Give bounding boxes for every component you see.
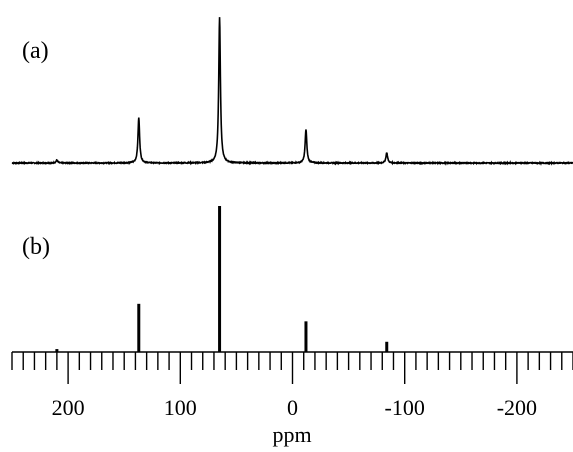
spectrum-trace-a bbox=[11, 17, 573, 166]
x-axis: 200 100 0 -100 -200 ppm bbox=[11, 351, 573, 447]
x-tick-label: -200 bbox=[497, 395, 537, 420]
x-tick-label: 200 bbox=[52, 395, 85, 420]
x-axis-label: ppm bbox=[272, 422, 311, 447]
x-axis-ticks bbox=[11, 352, 573, 384]
x-tick-label: 100 bbox=[164, 395, 197, 420]
x-tick-label: -100 bbox=[385, 395, 425, 420]
stick-spectrum-b bbox=[55, 206, 389, 352]
panel-a: (a) bbox=[11, 17, 573, 166]
x-tick-label: 0 bbox=[287, 395, 298, 420]
panel-a-label: (a) bbox=[22, 38, 49, 64]
panel-b: (b) bbox=[22, 206, 389, 352]
panel-b-label: (b) bbox=[22, 234, 50, 260]
x-axis-tick-labels: 200 100 0 -100 -200 bbox=[52, 395, 537, 420]
